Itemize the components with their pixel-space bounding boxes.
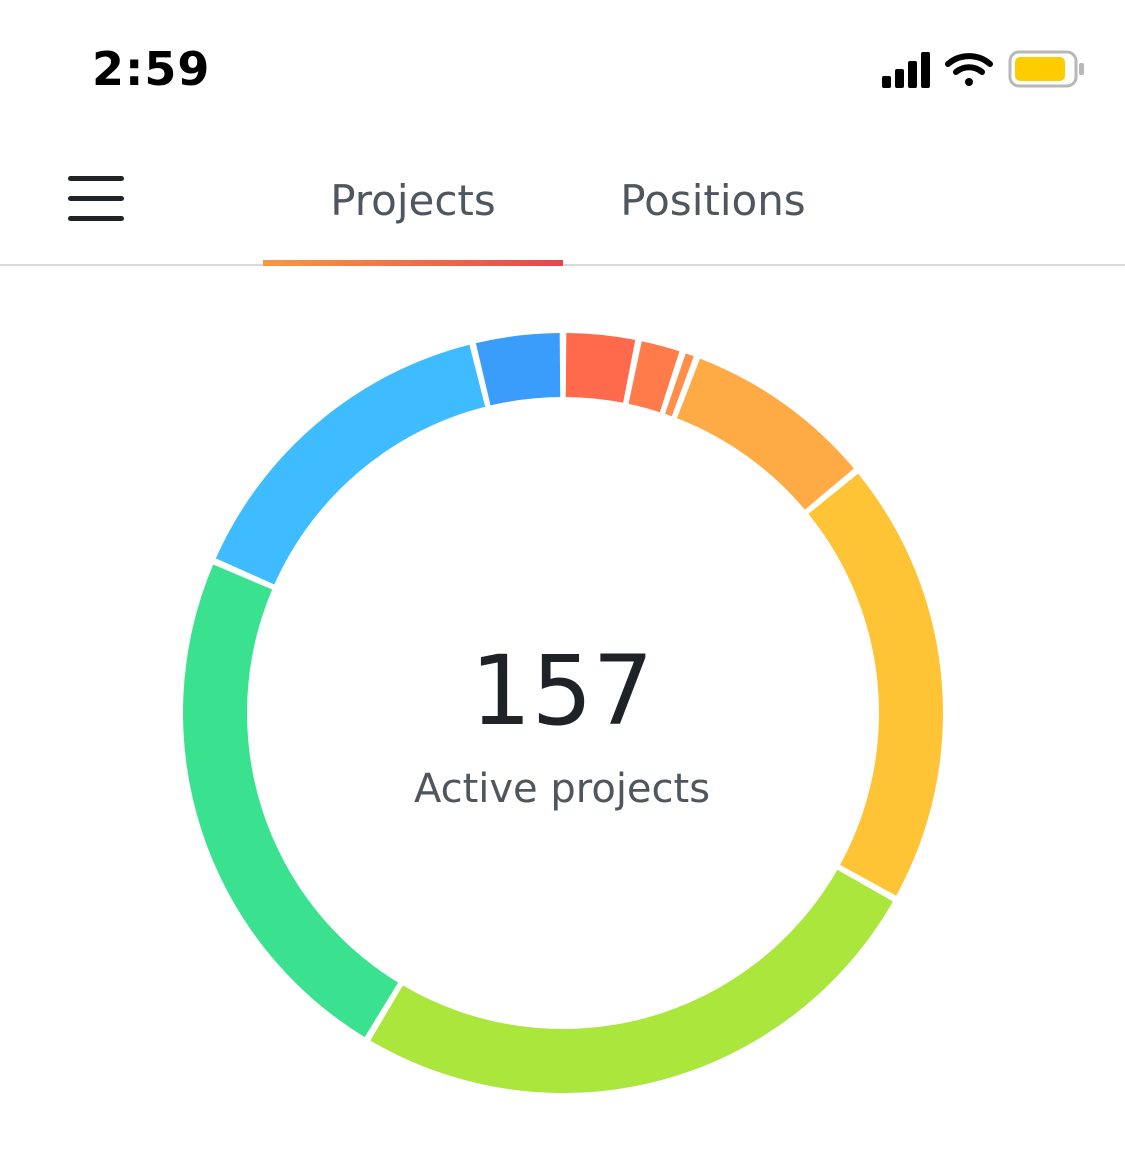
- active-projects-count: 157: [470, 635, 654, 747]
- active-projects-label: Active projects: [413, 766, 711, 812]
- status-bar: 2:59: [0, 0, 1125, 140]
- donut-slice-2[interactable]: [628, 341, 680, 413]
- battery-icon: [1008, 50, 1084, 88]
- hamburger-menu-icon[interactable]: [60, 168, 132, 230]
- active-tab-indicator: [263, 260, 563, 266]
- tab-positions[interactable]: Positions: [573, 140, 853, 264]
- donut-slice-7[interactable]: [182, 564, 399, 1038]
- wifi-icon: [945, 53, 993, 86]
- donut-slice-6[interactable]: [370, 869, 893, 1094]
- status-icons: [880, 48, 1090, 92]
- donut-slice-4[interactable]: [676, 358, 854, 510]
- donut-slice-3[interactable]: [665, 353, 694, 417]
- status-time: 2:59: [92, 42, 211, 96]
- donut-slice-5[interactable]: [808, 473, 943, 896]
- tab-positions-label: Positions: [620, 175, 806, 225]
- tab-projects-label: Projects: [330, 175, 496, 225]
- tab-projects[interactable]: Projects: [263, 140, 563, 266]
- donut-slice-1[interactable]: [565, 333, 636, 403]
- projects-donut-chart-area: 157 Active projects: [0, 266, 1125, 1170]
- signal-icon: [882, 52, 930, 88]
- donut-slice-8[interactable]: [215, 344, 486, 585]
- donut-slice-9[interactable]: [475, 333, 561, 406]
- donut-chart: [182, 333, 943, 1094]
- top-nav: Projects Positions: [0, 140, 1125, 266]
